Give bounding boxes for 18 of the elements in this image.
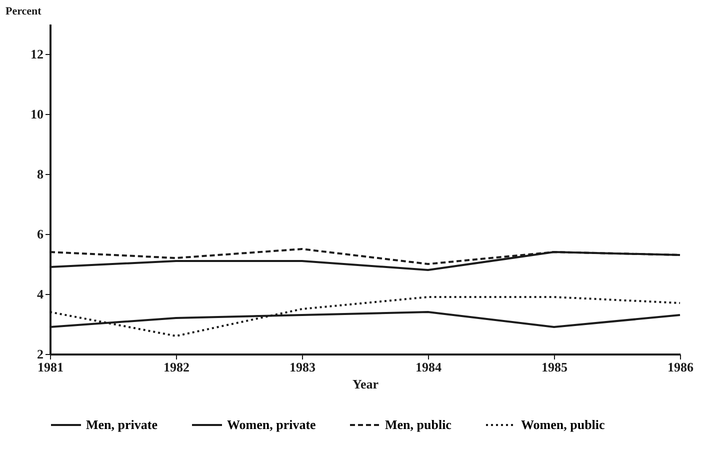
x-tick-label: 1981 bbox=[38, 360, 64, 374]
y-tick-label: 6 bbox=[37, 226, 44, 242]
y-tick-label: 8 bbox=[37, 166, 44, 182]
x-tick-label: 1986 bbox=[668, 360, 694, 374]
legend-label: Women, private bbox=[227, 417, 316, 432]
x-tick-label: 1985 bbox=[542, 360, 568, 374]
x-tick-label: 1982 bbox=[164, 360, 190, 374]
y-tick-label: 12 bbox=[30, 46, 44, 62]
legend-label: Men, public bbox=[385, 417, 452, 432]
legend-label: Men, private bbox=[86, 417, 158, 432]
y-tick-label: 2 bbox=[37, 346, 44, 362]
y-tick-label: 10 bbox=[30, 106, 44, 122]
y-tick-label: 4 bbox=[37, 286, 44, 302]
x-tick-label: 1983 bbox=[290, 360, 316, 374]
y-axis-title: Percent bbox=[6, 6, 42, 18]
x-tick-label: 1984 bbox=[416, 360, 442, 374]
legend-label: Women, public bbox=[521, 417, 606, 432]
x-axis-title: Year bbox=[352, 376, 379, 392]
